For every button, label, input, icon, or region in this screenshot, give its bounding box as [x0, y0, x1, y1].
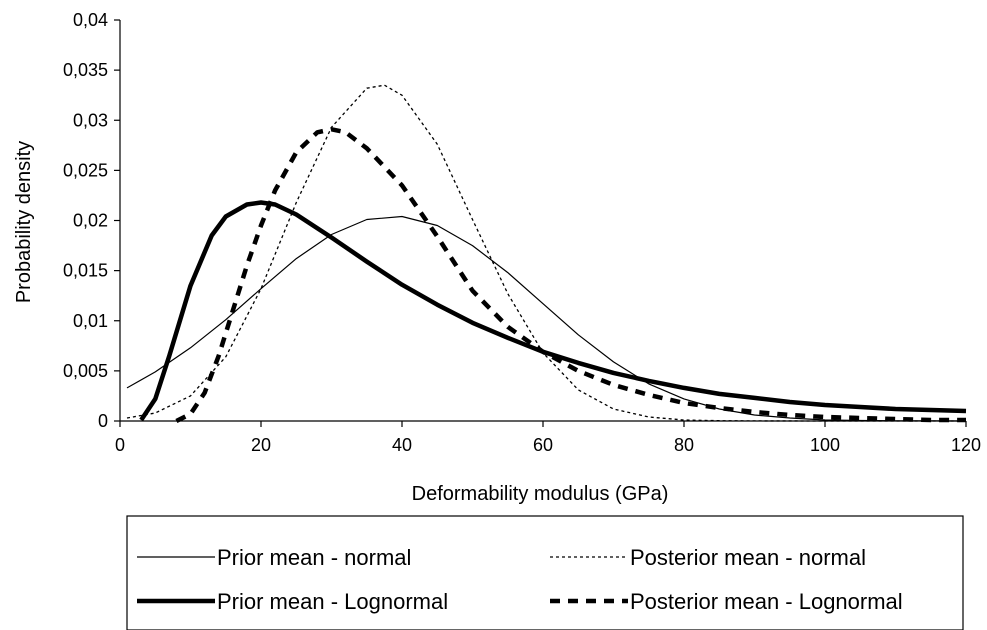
y-tick-label: 0,03: [73, 110, 108, 130]
y-axis-title: Probability density: [13, 141, 35, 303]
series-line-3: [139, 200, 967, 422]
y-tick-label: 0,01: [73, 311, 108, 331]
legend-box: [126, 515, 964, 630]
y-tick-label: 0,005: [63, 361, 108, 381]
series-lines: [126, 84, 967, 424]
legend-items: Prior mean - normal Posterior mean - norm…: [137, 545, 903, 614]
x-tick-label: 0: [115, 435, 125, 455]
y-tick-label: 0,015: [63, 261, 108, 281]
x-tick-labels: 0 20 40 60 80 100 120: [115, 435, 981, 455]
y-tick-label: 0,04: [73, 10, 108, 30]
y-tick-label: 0,035: [63, 60, 108, 80]
axes: [114, 19, 967, 427]
x-tick-label: 100: [810, 435, 840, 455]
y-tick-label: 0,025: [63, 160, 108, 180]
y-tick-labels: 0 0,005 0,01 0,015 0,02 0,025 0,03 0,035 0,04: [63, 10, 108, 431]
series-line-4: [175, 127, 966, 424]
legend-label-4: Posterior mean - Lognormal: [630, 589, 903, 614]
legend-label-3: Prior mean - Lognormal: [217, 589, 448, 614]
y-tick-label: 0: [98, 411, 108, 431]
x-tick-label: 40: [392, 435, 412, 455]
x-tick-label: 60: [533, 435, 553, 455]
x-tick-label: 20: [251, 435, 271, 455]
x-axis-title: Deformability modulus (GPa): [412, 483, 669, 505]
x-tick-label: 80: [674, 435, 694, 455]
series-line-1: [126, 215, 967, 422]
legend: Prior mean - normal Posterior mean - norm…: [126, 515, 964, 630]
series-line-2: [126, 84, 966, 422]
x-tick-label: 120: [951, 435, 981, 455]
legend-label-1: Prior mean - normal: [217, 545, 411, 570]
legend-label-2: Posterior mean - normal: [630, 545, 866, 570]
y-tick-label: 0,02: [73, 211, 108, 231]
